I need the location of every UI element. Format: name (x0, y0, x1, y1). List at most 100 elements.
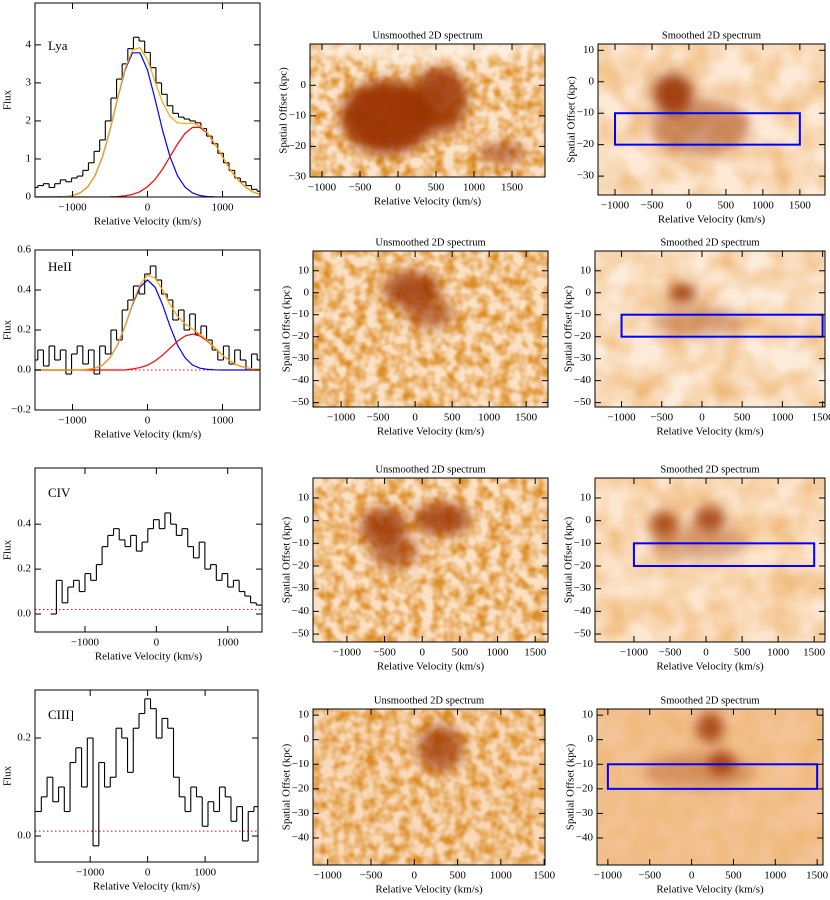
emission-blob (652, 305, 745, 337)
x-tick-label: −1000 (594, 870, 623, 882)
y-tick-label: −20 (292, 782, 310, 794)
x-axis-label: Relative Velocity (km/s) (656, 661, 764, 673)
y-axis-label: Spatial Offset (kpc) (566, 76, 578, 163)
y-tick-label: −30 (292, 582, 310, 594)
y-tick-label: −10 (292, 308, 310, 320)
emission-blob (414, 502, 471, 536)
plot-area (35, 36, 260, 197)
x-tick-label: 0 (412, 412, 418, 424)
plot-area (35, 265, 260, 375)
x-tick-label: 0 (703, 647, 709, 659)
x-tick-label: 1000 (487, 647, 510, 659)
axes-frame (597, 43, 826, 196)
y-tick-label: 0 (586, 514, 592, 526)
x-axis-label: Relative Velocity (km/s) (656, 426, 764, 438)
x-axis-label: Relative Velocity (km/s) (374, 196, 482, 208)
y-tick-label: −30 (576, 807, 594, 819)
y-tick-label: −0.2 (11, 404, 31, 416)
y-tick-label: −20 (576, 782, 594, 794)
plot-area (35, 698, 258, 847)
x-tick-label: −500 (641, 200, 664, 212)
fit-line (35, 274, 260, 371)
y-tick-label: 0.4 (17, 284, 31, 296)
step-riser (55, 512, 257, 615)
emission-blob (642, 752, 756, 791)
x-tick-label: 500 (718, 200, 735, 212)
x-tick-label: −1000 (607, 412, 636, 424)
x-axis-label: Relative Velocity (km/s) (94, 216, 202, 228)
x-tick-label: 0 (154, 637, 160, 649)
x-tick-label: 1500 (533, 870, 556, 882)
panel-title: Smoothed 2D spectrum (660, 237, 759, 248)
x-axis-label: Relative Velocity (km/s) (377, 426, 485, 438)
y-tick-label: −40 (292, 374, 310, 386)
extraction-box (614, 112, 801, 146)
x-tick-label: −1000 (314, 870, 343, 882)
y-tick-label: −20 (292, 330, 310, 342)
y-tick-label: 0 (304, 514, 310, 526)
x-tick-label: 500 (428, 182, 445, 194)
y-tick-label: −50 (292, 396, 310, 408)
y-tick-label: 10 (580, 491, 592, 503)
y-tick-label: 0.2 (17, 324, 31, 336)
y-axis-label: Flux (2, 765, 14, 786)
axes-frame (34, 2, 261, 198)
x-tick-label: 0 (145, 202, 151, 214)
x-tick-label: 1500 (789, 200, 812, 212)
x-axis-label: Relative Velocity (km/s) (93, 881, 201, 893)
x-axis-label: Relative Velocity (km/s) (375, 884, 483, 896)
x-tick-label: 1000 (212, 415, 235, 427)
step-riser (40, 698, 255, 846)
panel-title: Smoothed 2D spectrum (662, 30, 761, 41)
line-label: CIII] (48, 707, 74, 722)
plot-area (313, 478, 548, 642)
emission-blob (371, 535, 419, 569)
y-tick-label: −10 (292, 758, 310, 770)
x-tick-label: −1000 (327, 412, 356, 424)
emission-blob (693, 505, 727, 533)
plot-area (310, 44, 545, 177)
x-tick-label: −500 (650, 412, 673, 424)
y-tick-label: 10 (580, 264, 592, 276)
step-riser (37, 266, 258, 374)
image-texture (313, 478, 548, 642)
y-tick-label: 0 (586, 286, 592, 298)
panel-title: Unsmoothed 2D spectrum (375, 464, 485, 475)
x-tick-label: 0 (145, 867, 151, 879)
y-tick-label: −40 (574, 374, 592, 386)
axes-frame (594, 250, 826, 408)
x-tick-label: 500 (734, 412, 751, 424)
y-tick-label: 10 (298, 709, 310, 721)
y-tick-label: 1 (26, 152, 32, 164)
image-texture (313, 251, 548, 407)
plot-area (313, 251, 548, 407)
y-tick-label: 0.4 (17, 518, 31, 530)
axes-frame (596, 708, 824, 866)
y-tick-label: −10 (289, 109, 307, 121)
x-tick-label: 500 (444, 412, 461, 424)
y-tick-label: −30 (574, 352, 592, 364)
extraction-box (632, 542, 816, 568)
y-tick-label: 2 (26, 114, 32, 126)
x-tick-label: 0 (412, 870, 418, 882)
x-tick-label: −500 (367, 412, 390, 424)
y-axis-label: Flux (2, 89, 14, 110)
x-axis-label: Relative Velocity (km/s) (94, 429, 202, 441)
axes-frame (312, 477, 549, 643)
y-tick-label: −40 (292, 832, 310, 844)
x-axis-label: Relative Velocity (km/s) (656, 884, 764, 896)
x-tick-label: −1000 (333, 647, 362, 659)
y-tick-label: 0 (588, 733, 594, 745)
y-axis-label: Spatial Offset (kpc) (278, 67, 290, 154)
y-tick-label: −10 (574, 537, 592, 549)
y-tick-label: 0.2 (17, 732, 31, 744)
y-axis-label: Spatial Offset (kpc) (281, 743, 293, 830)
y-tick-label: −30 (292, 352, 310, 364)
x-tick-label: 500 (725, 870, 742, 882)
y-tick-label: −30 (289, 171, 307, 183)
plot-area (313, 709, 545, 865)
y-axis-label: Flux (2, 319, 14, 340)
y-tick-label: −40 (292, 605, 310, 617)
x-tick-label: −500 (638, 870, 661, 882)
